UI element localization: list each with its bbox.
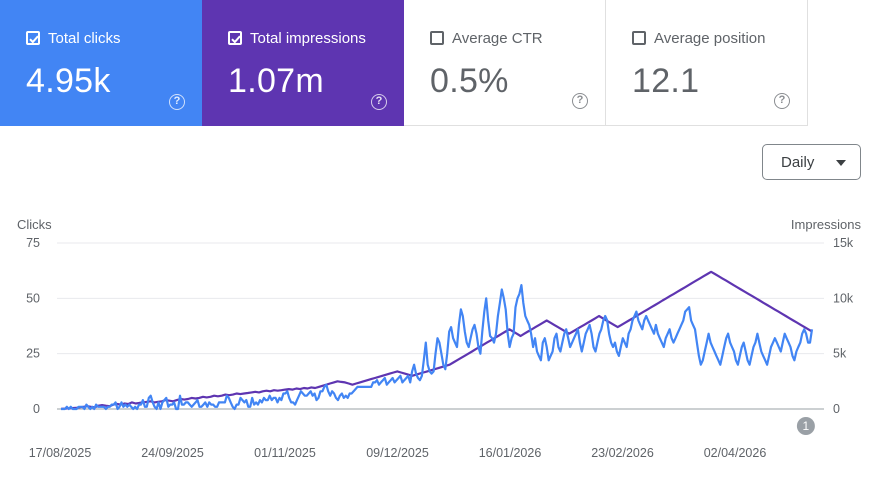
help-icon[interactable]: ? — [371, 94, 387, 110]
metric-label: Total impressions — [250, 29, 366, 47]
left-tick-label: 0 — [33, 402, 40, 416]
help-icon[interactable]: ? — [572, 93, 588, 109]
right-tick-label: 15k — [833, 236, 854, 250]
metric-value: 12.1 — [632, 62, 700, 100]
metric-card-total-clicks[interactable]: Total clicks 4.95k ? — [0, 0, 202, 126]
chart-gridlines — [57, 242, 824, 410]
metric-label: Average position — [654, 29, 766, 47]
help-icon[interactable]: ? — [774, 93, 790, 109]
left-tick-label: 25 — [26, 347, 40, 361]
x-tick-label: 17/08/2025 — [29, 446, 92, 460]
right-axis-ticks: 0 5k 10k 15k — [833, 236, 854, 416]
left-axis-title: Clicks — [17, 217, 52, 232]
x-tick-label: 24/09/2025 — [141, 446, 204, 460]
right-axis-title: Impressions — [791, 217, 862, 232]
right-tick-label: 0 — [833, 402, 840, 416]
left-tick-label: 50 — [26, 291, 40, 305]
checkbox-checked-icon[interactable] — [26, 31, 40, 45]
left-axis-ticks: 0 25 50 75 — [26, 236, 40, 416]
series-line-clicks — [61, 284, 814, 411]
annotation-badge-label: 1 — [803, 419, 810, 433]
metric-card-average-position[interactable]: Average position 12.1 ? — [606, 0, 808, 126]
x-tick-label: 02/04/2026 — [704, 446, 767, 460]
metric-label: Average CTR — [452, 29, 543, 47]
metric-value: 4.95k — [26, 62, 111, 100]
metric-value: 0.5% — [430, 62, 509, 100]
granularity-dropdown[interactable]: Daily — [762, 144, 861, 180]
x-tick-label: 23/02/2026 — [591, 446, 654, 460]
metric-value: 1.07m — [228, 62, 324, 100]
x-tick-label: 16/01/2026 — [479, 446, 542, 460]
right-tick-label: 10k — [833, 291, 854, 305]
checkbox-checked-icon[interactable] — [228, 31, 242, 45]
annotation-badge[interactable] — [796, 417, 815, 435]
metric-cards: Total clicks 4.95k ? Total impressions 1… — [0, 0, 808, 126]
left-tick-label: 75 — [26, 236, 40, 250]
checkbox-unchecked-icon[interactable] — [430, 31, 444, 45]
caret-down-icon — [836, 160, 846, 166]
series-line-impressions — [60, 270, 813, 410]
annotation-marker[interactable]: 1 — [796, 417, 815, 435]
x-axis-ticks: 17/08/2025 24/09/2025 01/11/2025 09/12/2025… — [29, 446, 767, 460]
right-tick-label: 5k — [833, 347, 847, 361]
metric-label: Total clicks — [48, 29, 121, 47]
x-tick-label: 01/11/2025 — [254, 446, 316, 460]
help-icon[interactable]: ? — [169, 94, 185, 110]
granularity-selected: Daily — [781, 153, 815, 171]
metric-card-average-ctr[interactable]: Average CTR 0.5% ? — [404, 0, 606, 126]
x-tick-label: 09/12/2025 — [366, 446, 429, 460]
metric-card-total-impressions[interactable]: Total impressions 1.07m ? — [202, 0, 404, 126]
checkbox-unchecked-icon[interactable] — [632, 31, 646, 45]
